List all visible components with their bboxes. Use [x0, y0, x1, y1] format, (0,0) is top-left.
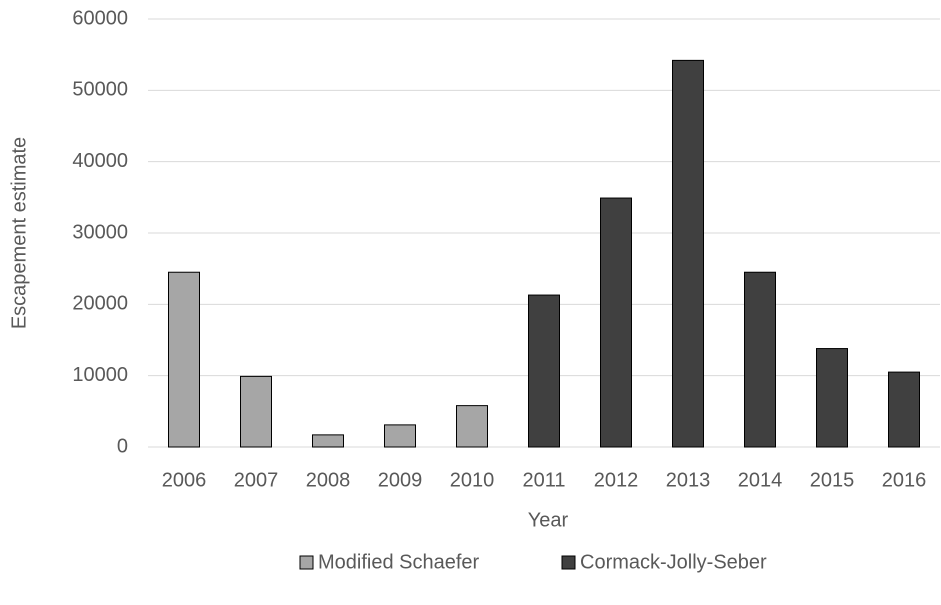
- x-tick-label: 2011: [522, 469, 565, 491]
- bar: [168, 271, 200, 448]
- x-tick-label: 2016: [882, 469, 927, 491]
- x-tick-label: 2009: [378, 469, 423, 491]
- y-tick-label: 0: [117, 435, 128, 457]
- x-tick-label: 2010: [450, 469, 495, 491]
- x-tick-label: 2013: [666, 469, 711, 491]
- bar: [312, 434, 344, 448]
- bar: [384, 424, 416, 448]
- bar: [744, 271, 776, 448]
- y-tick-label: 30000: [72, 221, 128, 243]
- bar: [528, 294, 560, 448]
- bar: [456, 405, 488, 448]
- bar: [888, 371, 920, 448]
- legend-swatch: [299, 555, 314, 570]
- y-tick-label: 40000: [72, 150, 128, 172]
- legend-label: Cormack-Jolly-Seber: [580, 551, 767, 573]
- y-tick-label: 20000: [72, 293, 128, 315]
- x-tick-label: 2008: [306, 469, 351, 491]
- y-tick-label: 10000: [72, 364, 128, 386]
- x-tick-label: 2012: [594, 469, 639, 491]
- bar: [240, 375, 272, 448]
- legend-swatch: [561, 555, 576, 570]
- y-axis-label: Escapement estimate: [8, 137, 30, 329]
- x-tick-label: 2015: [810, 469, 855, 491]
- x-tick-label: 2006: [162, 469, 207, 491]
- bar: [816, 348, 848, 448]
- x-tick-label: 2007: [234, 469, 279, 491]
- bar: [600, 197, 632, 448]
- bar: [672, 59, 704, 448]
- x-axis-label: Year: [528, 509, 569, 531]
- y-tick-label: 60000: [72, 7, 128, 29]
- y-tick-label: 50000: [72, 79, 128, 101]
- x-tick-label: 2014: [738, 469, 783, 491]
- legend-label: Modified Schaefer: [318, 551, 480, 573]
